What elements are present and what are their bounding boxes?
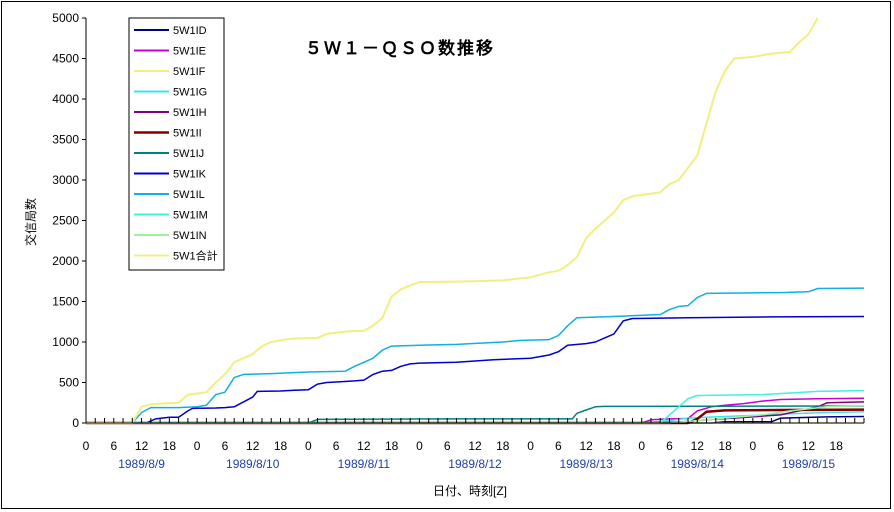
series-line: [86, 287, 865, 424]
legend-entry: 5W1IN: [173, 230, 207, 242]
x-hour-label: 18: [385, 439, 399, 453]
y-tick-label: 4000: [52, 92, 79, 106]
x-date-label: 1989/8/14: [671, 457, 725, 471]
legend-entry: 5W1IF: [173, 66, 206, 78]
series-line: [86, 389, 865, 424]
y-tick-label: 500: [59, 376, 79, 390]
x-hour-label: 0: [194, 439, 201, 453]
x-hour-label: 6: [444, 439, 451, 453]
series-line: [86, 315, 865, 424]
y-tick-label: 4500: [52, 52, 79, 66]
x-hour-label: 12: [468, 439, 482, 453]
x-hour-label: 0: [305, 439, 312, 453]
x-date-label: 1989/8/12: [448, 457, 502, 471]
legend-entry: 5W1IG: [173, 87, 207, 99]
x-hour-label: 0: [527, 439, 534, 453]
x-hour-label: 12: [802, 439, 816, 453]
series-line: [86, 405, 865, 424]
x-hour-label: 0: [638, 439, 645, 453]
x-hour-label: 0: [416, 439, 423, 453]
legend-entry: 5W1IE: [173, 46, 206, 58]
y-tick-label: 2000: [52, 254, 79, 268]
x-hour-label: 6: [222, 439, 229, 453]
y-tick-label: 0: [72, 416, 79, 430]
x-hour-label: 12: [246, 439, 260, 453]
axes-layer: 0 500 1000 1500 2000 2500 3000 3500 4000 4500 5000…: [52, 11, 865, 471]
x-hour-label: 18: [274, 439, 288, 453]
x-hour-label: 12: [135, 439, 149, 453]
x-hour-label: 18: [496, 439, 510, 453]
x-date-label: 1989/8/9: [118, 457, 165, 471]
x-hour-label: 18: [718, 439, 732, 453]
y-tick-label: 1000: [52, 335, 79, 349]
y-tick-label: 3000: [52, 173, 79, 187]
y-tick-label: 1500: [52, 295, 79, 309]
x-date-label: 1989/8/11: [338, 457, 391, 471]
x-hour-label: 6: [555, 439, 562, 453]
x-hour-label: 6: [777, 439, 784, 453]
y-axis-label: 交信局数: [23, 198, 38, 246]
legend-entry: 5W1II: [173, 128, 202, 140]
y-tick-label: 5000: [52, 11, 79, 25]
legend-entry: 5W1IH: [173, 107, 207, 119]
x-hour-label: 0: [750, 439, 757, 453]
x-date-label: 1989/8/15: [782, 457, 836, 471]
chart-title: ５Ｗ１－ＱＳＯ数推移: [305, 38, 495, 59]
legend-entry: 5W1IK: [173, 169, 207, 181]
x-axis-label: 日付、時刻[Z]: [433, 484, 507, 498]
x-date-label: 1989/8/10: [226, 457, 280, 471]
x-hour-label: 6: [333, 439, 340, 453]
x-hour-label: 6: [666, 439, 673, 453]
x-date-label: 1989/8/13: [559, 457, 613, 471]
legend-entry: 5W1IL: [173, 189, 205, 201]
x-hour-label: 18: [607, 439, 621, 453]
x-hour-label: 12: [691, 439, 705, 453]
legend-box: [128, 17, 225, 271]
legend: 5W1ID 5W1IE 5W1IF 5W1IG 5W1IH 5W1II 5W1IJ 5W1IK…: [128, 17, 225, 271]
x-hour-label: 12: [579, 439, 593, 453]
x-hour-label: 6: [110, 439, 117, 453]
series-line: [86, 17, 819, 424]
y-tick-label: 2500: [52, 214, 79, 228]
legend-entry: 5W1IJ: [173, 148, 204, 160]
x-hour-label: 0: [83, 439, 90, 453]
x-hour-label: 12: [357, 439, 371, 453]
x-hour-label: 18: [830, 439, 844, 453]
x-hour-label: 18: [163, 439, 177, 453]
legend-entry: 5W1合計: [173, 249, 218, 263]
legend-entry: 5W1IM: [173, 210, 208, 222]
y-tick-label: 3500: [52, 133, 79, 147]
legend-entry: 5W1ID: [173, 25, 207, 37]
